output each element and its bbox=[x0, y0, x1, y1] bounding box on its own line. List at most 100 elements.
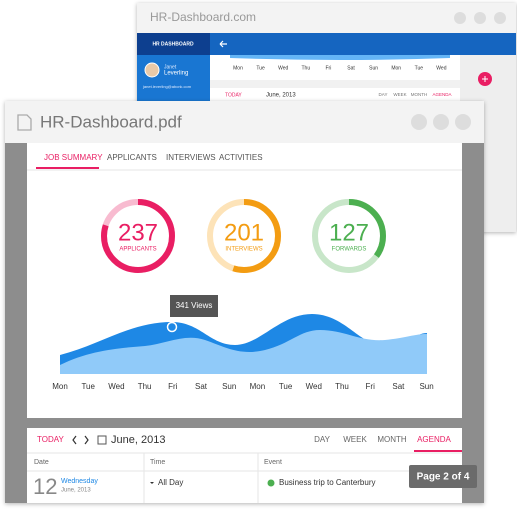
active-tab-underline bbox=[36, 167, 99, 169]
calendar-icon bbox=[97, 435, 107, 445]
user-last: Leverling bbox=[164, 71, 188, 77]
tooltip bbox=[170, 295, 218, 317]
day-label: Wed bbox=[306, 382, 322, 391]
page-indicator: Page 2 of 4 bbox=[417, 472, 470, 483]
day-label: Thu bbox=[301, 65, 310, 71]
back-arrow[interactable] bbox=[219, 40, 227, 48]
ring-arc bbox=[101, 199, 175, 273]
window-button[interactable] bbox=[455, 114, 471, 130]
view-button[interactable]: WEEK bbox=[393, 92, 406, 97]
day-label: Thu bbox=[335, 382, 349, 391]
pdf-icon bbox=[17, 114, 32, 131]
stat-value: 237 bbox=[118, 219, 158, 246]
active-view-underline bbox=[414, 450, 462, 452]
stat-label: APPLICANTS bbox=[119, 247, 156, 253]
app-bar-right bbox=[460, 33, 516, 55]
day-label: Sun bbox=[419, 382, 433, 391]
day-label: Fri bbox=[325, 65, 331, 71]
sidebar-header bbox=[137, 33, 210, 55]
day-label: Tue bbox=[415, 65, 424, 71]
expand-icon[interactable] bbox=[150, 482, 154, 484]
day-label: Wed bbox=[436, 65, 446, 71]
day-label: Fri bbox=[366, 382, 376, 391]
sidebar-user bbox=[137, 55, 210, 102]
event-day: 12 bbox=[33, 474, 57, 499]
column-header: Date bbox=[34, 459, 49, 466]
window-title: HR-Dashboard.pdf bbox=[40, 112, 182, 131]
stat-label: INTERVIEWS bbox=[225, 247, 262, 253]
calendar-card bbox=[27, 428, 462, 503]
user-email: janet.leverling@abcnk.com bbox=[142, 84, 192, 89]
app-bar bbox=[137, 33, 460, 55]
front-window: HR-Dashboard.pdf JOB SUMMARY APPLICANTS IN… bbox=[5, 101, 484, 503]
summary-card bbox=[27, 143, 462, 418]
avatar bbox=[144, 62, 160, 78]
event-month: June, 2013 bbox=[61, 488, 91, 494]
day-label: Sun bbox=[369, 65, 378, 71]
column-header: Time bbox=[150, 459, 165, 466]
tab[interactable]: INTERVIEWS bbox=[166, 153, 216, 162]
chart-strip bbox=[230, 55, 450, 60]
window-button[interactable] bbox=[494, 12, 506, 24]
day-label: Sun bbox=[222, 382, 236, 391]
day-label: Wed bbox=[108, 382, 124, 391]
window-button[interactable] bbox=[454, 12, 466, 24]
window-title: HR-Dashboard.com bbox=[150, 10, 256, 24]
event-dot bbox=[267, 479, 275, 487]
sidebar-title: HR DASHBOARD bbox=[152, 41, 194, 47]
view-buttons: DAY WEEK MONTH AGENDA bbox=[379, 92, 452, 97]
view-button[interactable]: WEEK bbox=[343, 435, 367, 444]
view-button[interactable]: AGENDA bbox=[417, 435, 451, 444]
title-bar bbox=[5, 101, 484, 143]
event-weekday: Wednesday bbox=[61, 478, 98, 485]
month-label: June, 2013 bbox=[266, 93, 296, 99]
user-first: Janet bbox=[164, 64, 177, 70]
tabs: JOB SUMMARY APPLICANTS INTERVIEWS ACTIVITIE… bbox=[44, 153, 263, 162]
tab[interactable]: APPLICANTS bbox=[107, 153, 157, 162]
day-label: Sat bbox=[195, 382, 208, 391]
window-button[interactable] bbox=[433, 114, 449, 130]
day-label: Tue bbox=[279, 382, 293, 391]
tab[interactable]: JOB SUMMARY bbox=[44, 153, 103, 162]
separator bbox=[210, 80, 460, 88]
day-label: Mon bbox=[250, 382, 266, 391]
tooltip-text: 341 Views bbox=[176, 301, 213, 310]
view-buttons: DAY WEEK MONTH AGENDA bbox=[314, 435, 451, 444]
day-label: Wed bbox=[278, 65, 288, 71]
stat-label: FORWARDS bbox=[332, 247, 367, 253]
day-label: Fri bbox=[168, 382, 178, 391]
view-button[interactable]: AGENDA bbox=[432, 92, 451, 97]
page-badge bbox=[409, 465, 477, 488]
nav-arrows[interactable] bbox=[72, 435, 89, 445]
today-button[interactable]: TODAY bbox=[225, 92, 242, 98]
view-button[interactable]: MONTH bbox=[411, 92, 428, 97]
window-button[interactable] bbox=[474, 12, 486, 24]
day-label: Thu bbox=[138, 382, 152, 391]
month-label: June, 2013 bbox=[111, 434, 165, 446]
fab-plus bbox=[482, 76, 488, 82]
view-button[interactable]: DAY bbox=[379, 92, 388, 97]
window-button[interactable] bbox=[411, 114, 427, 130]
stat-value: 201 bbox=[224, 219, 264, 246]
view-button[interactable]: DAY bbox=[314, 435, 331, 444]
column-header: Event bbox=[264, 459, 282, 466]
today-button[interactable]: TODAY bbox=[37, 435, 64, 444]
day-axis: Mon Tue Wed Thu Fri Sat Sun Mon Tue Wed Thu Fri Sat S… bbox=[52, 382, 433, 391]
day-label: Tue bbox=[81, 382, 95, 391]
tab[interactable]: ACTIVITIES bbox=[219, 153, 263, 162]
event-title: Business trip to Canterbury bbox=[279, 478, 376, 487]
ring-arc bbox=[312, 199, 386, 273]
day-label: Mon bbox=[52, 382, 68, 391]
day-label: Sat bbox=[392, 382, 405, 391]
stat-value: 127 bbox=[329, 219, 369, 246]
view-button[interactable]: MONTH bbox=[377, 435, 407, 444]
day-label: Tue bbox=[256, 65, 265, 71]
highlight-point[interactable] bbox=[166, 321, 178, 333]
title-bar bbox=[137, 3, 516, 33]
day-label: Sat bbox=[347, 65, 355, 71]
day-strip: Mon Tue Wed Thu Fri Sat Sun Mon Tue Wed bbox=[233, 65, 447, 71]
day-label: Mon bbox=[233, 65, 243, 71]
event-time: All Day bbox=[158, 478, 183, 487]
